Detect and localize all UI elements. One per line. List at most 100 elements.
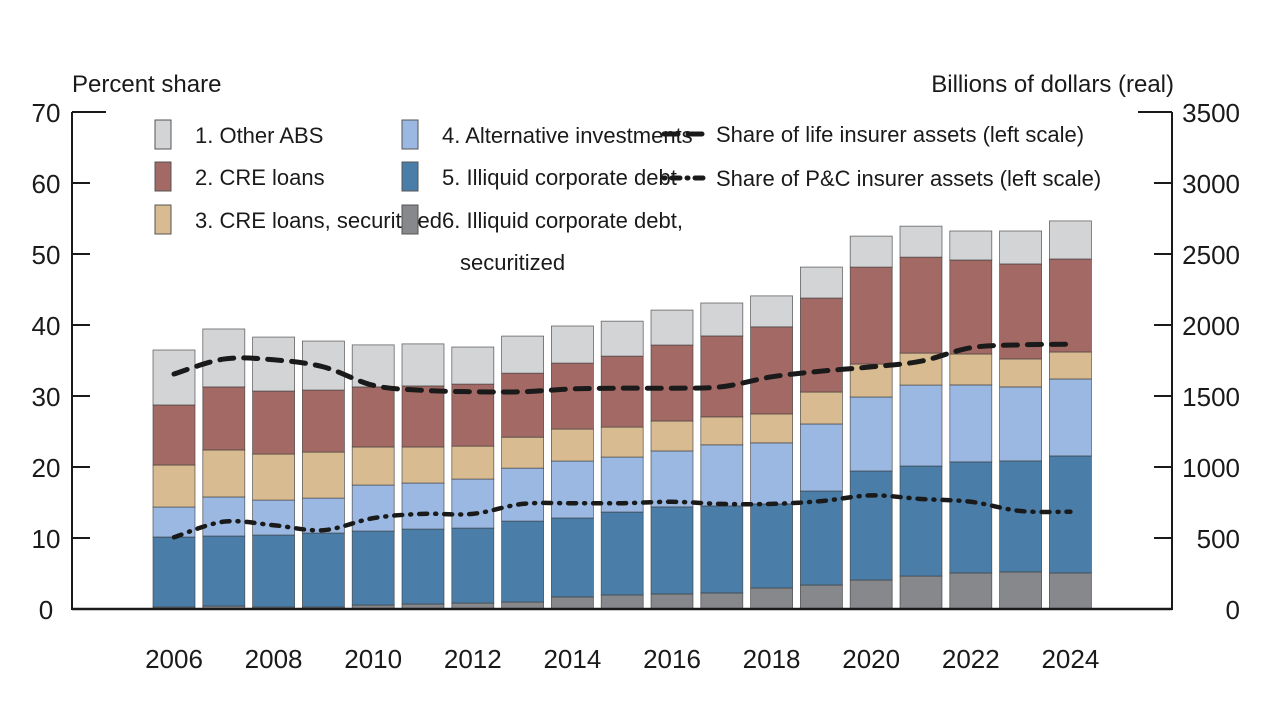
right-tick-label-3000: 3000 xyxy=(1182,169,1240,199)
bar-segment-2006-s3 xyxy=(152,464,196,508)
bar-segment-2012-s2 xyxy=(451,478,495,529)
bar-segment-2014-s0 xyxy=(551,596,594,610)
left-tick-label-0: 0 xyxy=(39,595,53,625)
bar-segment-2012-s5 xyxy=(451,346,495,385)
bar-segment-2010-s3 xyxy=(351,446,395,486)
bar-segment-2006-s5 xyxy=(152,349,196,406)
x-tick-label-2014: 2014 xyxy=(543,644,601,674)
bar-segment-2015-s5 xyxy=(600,320,644,357)
bar-segment-2023-s1 xyxy=(999,460,1042,573)
bar-segment-2006-s4 xyxy=(152,404,196,466)
bar-segment-2023-s3 xyxy=(999,358,1042,388)
bar-stack-2014 xyxy=(551,325,594,610)
bar-segment-2006-s1 xyxy=(152,536,196,608)
x-tick-label-2006: 2006 xyxy=(145,644,203,674)
x-tick-label-2010: 2010 xyxy=(344,644,402,674)
bar-segment-2013-s2 xyxy=(501,467,545,522)
bar-segment-2019-s4 xyxy=(800,297,843,393)
x-tick-label-2024: 2024 xyxy=(1041,644,1099,674)
bar-segment-2019-s2 xyxy=(800,423,843,492)
bar-segment-2012-s4 xyxy=(451,383,495,447)
bar-segment-2019-s0 xyxy=(800,584,843,610)
bar-segment-2021-s1 xyxy=(899,465,943,577)
legend-label-pc-share: Share of P&C insurer assets (left scale) xyxy=(716,166,1101,191)
bar-segment-2008-s5 xyxy=(252,336,296,392)
bar-segment-2017-s2 xyxy=(700,444,744,507)
bar-segment-2011-s3 xyxy=(401,446,445,484)
bar-stack-2017 xyxy=(700,302,744,610)
bar-segment-2011-s2 xyxy=(401,482,445,530)
bar-segment-2010-s4 xyxy=(351,386,395,448)
bar-segment-2024-s4 xyxy=(1049,258,1092,353)
x-tick-label-2012: 2012 xyxy=(444,644,502,674)
bar-stack-2018 xyxy=(750,295,793,610)
left-tick-label-70: 70 xyxy=(32,98,61,128)
left-ticks: 0 10 20 30 40 50 60 70 xyxy=(32,98,106,625)
left-tick-label-60: 60 xyxy=(32,169,61,199)
bar-segment-2024-s2 xyxy=(1049,378,1092,457)
bar-segment-2022-s5 xyxy=(949,230,993,261)
bar-segment-2022-s3 xyxy=(949,353,993,386)
bar-segment-2007-s4 xyxy=(202,386,246,451)
bar-segment-2017-s5 xyxy=(700,302,744,337)
right-tick-label-3500: 3500 xyxy=(1182,98,1240,128)
bar-segment-2011-s5 xyxy=(401,343,445,387)
x-tick-label-2022: 2022 xyxy=(942,644,1000,674)
lines-layer xyxy=(171,341,1073,540)
bar-stack-2007 xyxy=(202,328,246,610)
bar-stack-2010 xyxy=(351,344,395,610)
bar-segment-2017-s0 xyxy=(700,592,744,610)
bar-segment-2020-s2 xyxy=(849,396,893,472)
bar-segment-2017-s4 xyxy=(700,335,744,418)
legend-swatch-1 xyxy=(154,119,172,150)
bar-segment-2016-s5 xyxy=(650,309,694,346)
bar-segment-2024-s0 xyxy=(1049,572,1092,610)
bar-stack-2006 xyxy=(152,349,196,610)
bar-segment-2011-s4 xyxy=(401,385,445,448)
bar-segment-2013-s4 xyxy=(501,372,545,438)
left-tick-label-10: 10 xyxy=(32,524,61,554)
legend-label-6: 6. Illiquid corporate debt, xyxy=(442,208,683,233)
legend-label-5: 5. Illiquid corporate debt xyxy=(442,165,677,190)
bar-segment-2024-s5 xyxy=(1049,220,1092,260)
bar-segment-2014-s2 xyxy=(551,460,594,519)
axes-layer: Percent share Billions of dollars (real) xyxy=(71,71,1174,611)
bar-segment-2012-s1 xyxy=(451,527,495,604)
bar-segment-2015-s1 xyxy=(600,511,644,596)
pc-insurer-share-line xyxy=(171,493,1073,540)
bar-segment-2020-s0 xyxy=(849,579,893,610)
bar-segment-2018-s1 xyxy=(750,503,793,589)
bar-segment-2008-s3 xyxy=(252,453,296,501)
bar-segment-2015-s0 xyxy=(600,594,644,610)
legend-label-3: 3. CRE loans, securitized xyxy=(195,208,442,233)
bar-stack-2023 xyxy=(999,230,1042,610)
bar-segment-2014-s4 xyxy=(551,362,594,430)
x-tick-label-2018: 2018 xyxy=(743,644,801,674)
bar-segment-2007-s3 xyxy=(202,449,246,498)
bar-segment-2021-s5 xyxy=(899,225,943,258)
right-ticks: 0 500 1000 1500 2000 2500 3000 3500 xyxy=(1138,98,1240,625)
bar-segment-2014-s3 xyxy=(551,428,594,462)
bar-segment-2016-s3 xyxy=(650,420,694,452)
legend-label-life-share: Share of life insurer assets (left scale… xyxy=(716,122,1084,147)
x-tick-label-2016: 2016 xyxy=(643,644,701,674)
bar-segment-2010-s1 xyxy=(351,530,395,606)
left-tick-label-50: 50 xyxy=(32,240,61,270)
right-tick-label-1000: 1000 xyxy=(1182,453,1240,483)
bar-stack-2016 xyxy=(650,309,694,610)
bar-segment-2007-s2 xyxy=(202,496,246,537)
bar-segment-2009-s4 xyxy=(301,389,345,453)
bar-segment-2019-s1 xyxy=(800,490,843,586)
x-tick-label-2008: 2008 xyxy=(245,644,303,674)
right-tick-label-0: 0 xyxy=(1226,595,1240,625)
bar-stack-2024 xyxy=(1049,220,1092,610)
legend-swatch-5 xyxy=(401,161,419,192)
bar-stack-2019 xyxy=(800,266,843,610)
bar-segment-2017-s1 xyxy=(700,505,744,594)
bar-stack-2020 xyxy=(849,235,893,610)
life-insurer-share-line xyxy=(171,341,1073,395)
legend-item-6: 6. Illiquid corporate debt, securitized xyxy=(401,204,683,275)
bar-segment-2018-s4 xyxy=(750,326,793,415)
bar-segment-2020-s4 xyxy=(849,266,893,365)
